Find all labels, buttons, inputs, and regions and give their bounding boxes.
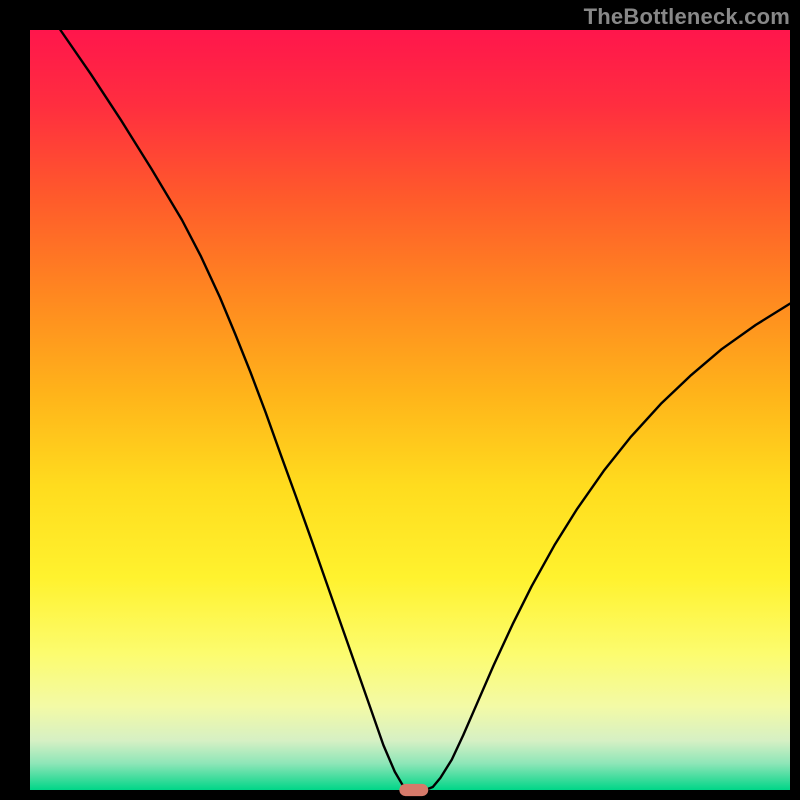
watermark-text: TheBottleneck.com <box>584 4 790 30</box>
chart-background <box>30 30 790 790</box>
optimal-marker <box>399 784 428 796</box>
